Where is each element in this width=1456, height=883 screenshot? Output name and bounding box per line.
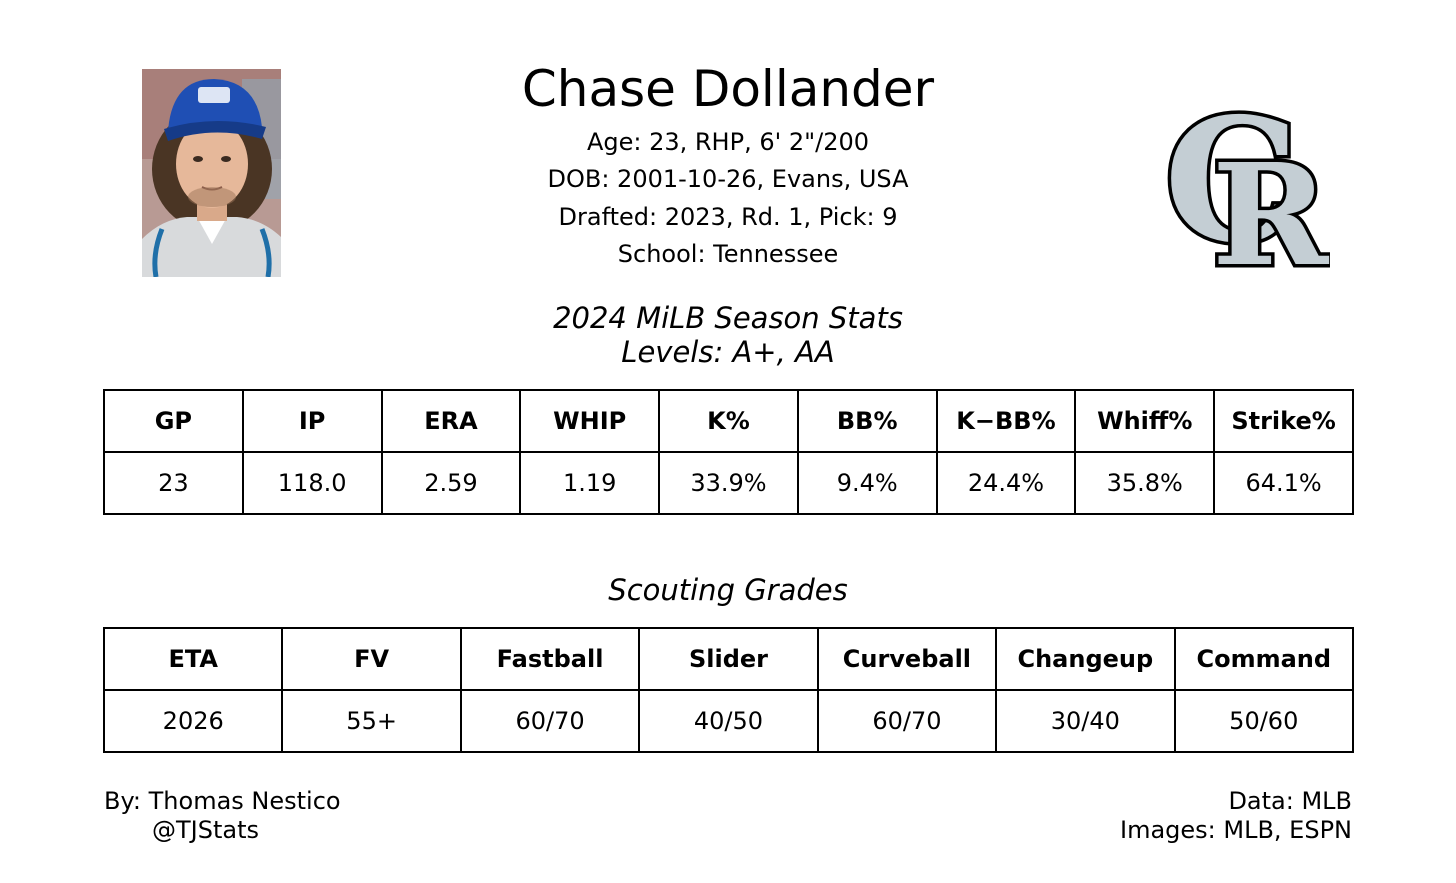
- stats-value-k-pct: 33.9%: [658, 451, 799, 515]
- grades-header-row: ETA FV Fastball Slider Curveball Changeu…: [102, 627, 1355, 691]
- grades-header-command: Command: [1173, 627, 1355, 691]
- stats-levels: Levels: A+, AA: [621, 335, 835, 369]
- grades-header-curveball: Curveball: [816, 627, 998, 691]
- stats-value-whiff-pct: 35.8%: [1074, 451, 1216, 515]
- stats-value-era: 2.59: [380, 451, 522, 515]
- stats-value-k-bb-pct: 24.4%: [935, 451, 1077, 515]
- grades-header-fastball: Fastball: [459, 627, 641, 691]
- grades-value-eta: 2026: [102, 689, 284, 753]
- stats-header-bb-pct: BB%: [796, 389, 938, 453]
- grades-value-fv: 55+: [281, 689, 462, 753]
- stats-value-gp: 23: [103, 451, 244, 515]
- stats-header-row: GP IP ERA WHIP K% BB% K−BB% Whiff% Strik…: [103, 389, 1354, 453]
- footer-credits: By: Thomas Nestico @TJStats: [104, 787, 341, 845]
- stats-header-k-bb-pct: K−BB%: [935, 389, 1077, 453]
- grades-header-changeup: Changeup: [995, 627, 1176, 691]
- grades-header-fv: FV: [281, 627, 462, 691]
- footer-data-source: Data: MLB: [1228, 787, 1352, 815]
- grades-header-slider: Slider: [638, 627, 819, 691]
- grades-value-fastball: 60/70: [459, 689, 641, 753]
- footer-handle: @TJStats: [152, 816, 260, 844]
- grades-value-changeup: 30/40: [995, 689, 1176, 753]
- stats-value-whip: 1.19: [519, 451, 661, 515]
- stats-header-gp: GP: [103, 389, 244, 453]
- grades-value-slider: 40/50: [638, 689, 819, 753]
- grades-value-curveball: 60/70: [816, 689, 998, 753]
- grades-value-command: 50/60: [1173, 689, 1355, 753]
- stats-header-k-pct: K%: [658, 389, 799, 453]
- stats-title: 2024 MiLB Season Stats: [553, 301, 903, 335]
- player-name: Chase Dollander: [521, 60, 935, 118]
- svg-text:C: C: [1164, 81, 1299, 272]
- dob-line: DOB: 2001-10-26, Evans, USA: [547, 165, 909, 193]
- stats-value-bb-pct: 9.4%: [796, 451, 938, 515]
- school-line: School: Tennessee: [617, 240, 839, 268]
- footer-sources: Data: MLB Images: MLB, ESPN: [1120, 787, 1352, 845]
- footer-image-source: Images: MLB, ESPN: [1119, 816, 1352, 844]
- player-photo: [142, 69, 281, 277]
- draft-line: Drafted: 2023, Rd. 1, Pick: 9: [558, 203, 898, 231]
- stats-header-whiff-pct: Whiff%: [1074, 389, 1216, 453]
- grades-value-row: 2026 55+ 60/70 40/50 60/70 30/40 50/60: [102, 689, 1355, 753]
- stats-header-ip: IP: [241, 389, 383, 453]
- grades-title: Scouting Grades: [608, 573, 848, 607]
- stats-value-strike-pct: 64.1%: [1213, 451, 1354, 515]
- stats-header-whip: WHIP: [519, 389, 661, 453]
- grades-table: ETA FV Fastball Slider Curveball Changeu…: [102, 627, 1355, 753]
- stats-header-era: ERA: [380, 389, 522, 453]
- stats-table: GP IP ERA WHIP K% BB% K−BB% Whiff% Strik…: [103, 389, 1354, 515]
- stats-value-ip: 118.0: [241, 451, 383, 515]
- grades-header-eta: ETA: [102, 627, 284, 691]
- stats-header-strike-pct: Strike%: [1213, 389, 1354, 453]
- footer-author: By: Thomas Nestico: [104, 787, 341, 815]
- stats-value-row: 23 118.0 2.59 1.19 33.9% 9.4% 24.4% 35.8…: [103, 451, 1354, 515]
- age-line: Age: 23, RHP, 6' 2"/200: [586, 128, 870, 156]
